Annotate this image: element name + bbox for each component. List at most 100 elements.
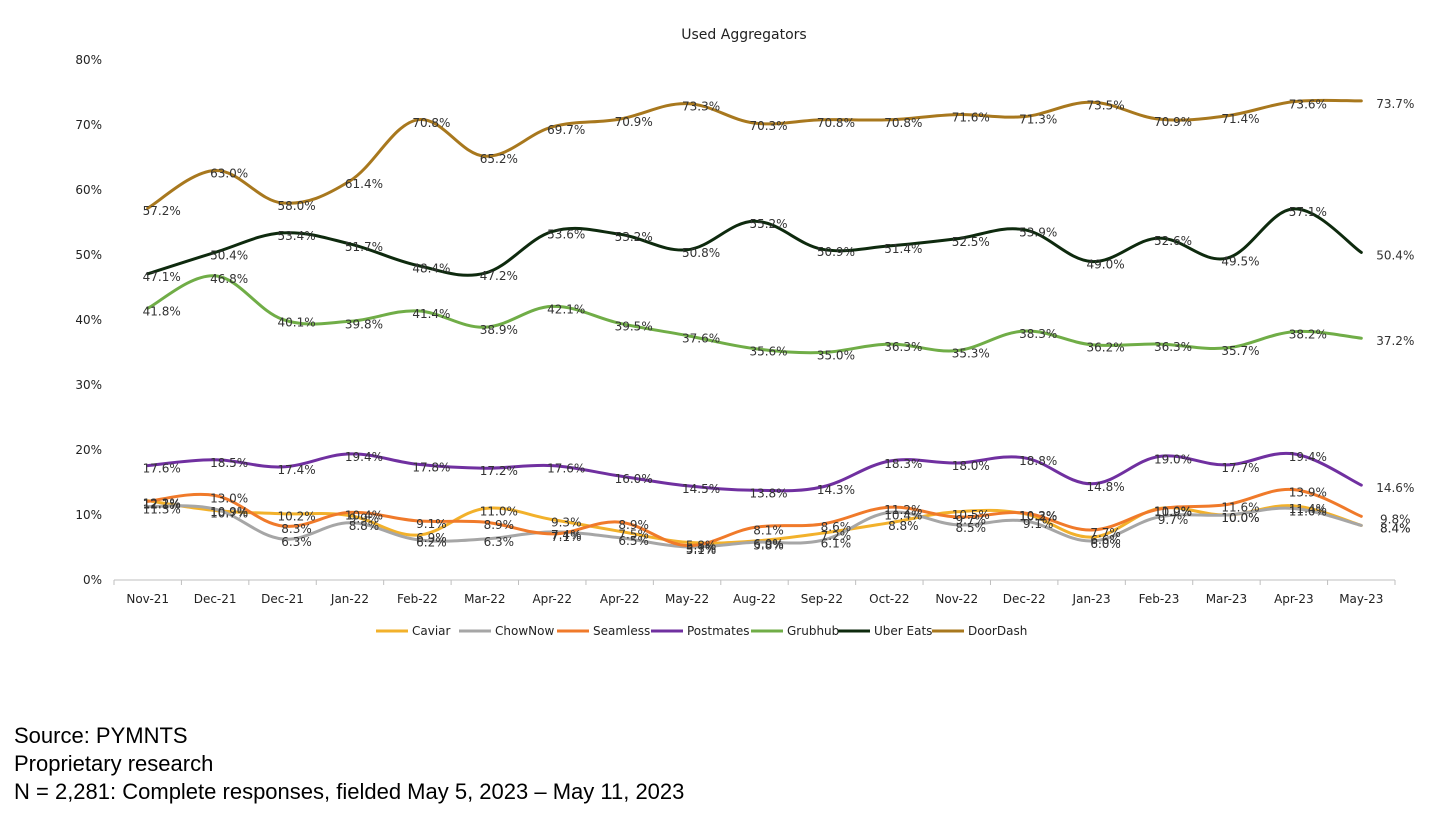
data-label-caviar: 9.9%: [349, 512, 380, 526]
data-label-postmates: 18.0%: [952, 459, 990, 473]
x-tick-label: Sep-22: [801, 592, 843, 606]
data-label-chownow: 10.4%: [884, 508, 922, 522]
data-label-grubhub: 38.9%: [480, 323, 518, 337]
x-tick-label: Nov-22: [935, 592, 978, 606]
x-tick-label: Dec-21: [261, 592, 304, 606]
y-tick-label: 0%: [83, 573, 102, 587]
data-label-postmates: 16.0%: [615, 472, 653, 486]
data-label-caviar: 6.0%: [753, 537, 784, 551]
data-label-doordash: 63.0%: [210, 167, 248, 181]
data-label-grubhub: 39.5%: [615, 319, 653, 333]
data-label-grubhub: 35.6%: [749, 345, 787, 359]
legend-item-uber-eats: Uber Eats: [838, 624, 932, 638]
data-label-seamless: 5.3%: [686, 542, 717, 556]
x-tick-label: Aug-22: [733, 592, 776, 606]
data-label-caviar: 10.7%: [210, 506, 248, 520]
data-label-grubhub: 41.8%: [143, 304, 181, 318]
legend-item-grubhub: Grubhub: [751, 624, 839, 638]
line-chart: Used Aggregators 0% 10% 20% 30% 40% 50% 60% 70%…: [75, 27, 1414, 638]
data-label-uber-eats: 47.1%: [143, 270, 181, 284]
data-label-postmates: 17.7%: [1221, 461, 1259, 475]
data-label-doordash: 70.8%: [412, 116, 450, 130]
data-label-doordash: 70.8%: [817, 116, 855, 130]
data-label-seamless: 8.6%: [821, 520, 852, 534]
x-tick-label: Jan-22: [330, 592, 369, 606]
legend-item-seamless: Seamless: [557, 624, 650, 638]
data-label-grubhub: 39.8%: [345, 317, 383, 331]
x-tick-label: May-23: [1339, 592, 1383, 606]
data-label-caviar: 11.0%: [480, 505, 518, 519]
legend-item-chownow: ChowNow: [459, 624, 554, 638]
data-label-chownow: 8.8%: [349, 519, 380, 533]
y-tick-label: 60%: [75, 183, 102, 197]
data-label-seamless: 7.7%: [1090, 526, 1121, 540]
data-label-doordash: 70.8%: [884, 116, 922, 130]
data-label-grubhub: 36.3%: [1154, 340, 1192, 354]
data-label-postmates: 14.8%: [1087, 480, 1125, 494]
data-label-uber-eats: 50.4%: [1376, 248, 1414, 262]
data-label-uber-eats: 50.8%: [682, 246, 720, 260]
series-line-chownow: [146, 504, 1363, 549]
data-label-grubhub: 40.1%: [277, 315, 315, 329]
legend-label: Grubhub: [787, 624, 839, 638]
y-tick-label: 50%: [75, 248, 102, 262]
data-label-caviar: 8.8%: [888, 519, 919, 533]
data-label-seamless: 13.0%: [210, 492, 248, 506]
x-tick-label: Apr-22: [600, 592, 640, 606]
source-line-1: Source: PYMNTS: [14, 723, 188, 748]
data-label-postmates: 19.4%: [1289, 450, 1327, 464]
data-label-uber-eats: 57.1%: [1289, 205, 1327, 219]
data-label-grubhub: 36.3%: [884, 340, 922, 354]
data-label-seamless: 9.1%: [416, 517, 447, 531]
legend-label: Postmates: [687, 624, 750, 638]
data-label-seamless: 8.9%: [484, 518, 515, 532]
data-label-uber-eats: 51.7%: [345, 240, 383, 254]
data-label-grubhub: 46.8%: [210, 272, 248, 286]
series-line-doordash: [146, 98, 1363, 210]
data-label-uber-eats: 52.6%: [1154, 234, 1192, 248]
data-label-uber-eats: 53.2%: [615, 230, 653, 244]
legend-label: ChowNow: [495, 624, 554, 638]
data-label-chownow: 6.3%: [484, 535, 515, 549]
y-tick-label: 70%: [75, 118, 102, 132]
data-label-chownow: 5.1%: [686, 543, 717, 557]
data-label-caviar: 6.6%: [1090, 533, 1121, 547]
data-label-seamless: 7.1%: [551, 530, 582, 544]
y-tick-label: 10%: [75, 508, 102, 522]
data-label-doordash: 71.3%: [1019, 113, 1057, 127]
x-tick-label: Dec-22: [1003, 592, 1046, 606]
data-label-doordash: 71.4%: [1221, 112, 1259, 126]
x-tick-label: Feb-23: [1139, 592, 1180, 606]
data-label-chownow: 7.4%: [551, 528, 582, 542]
source-line-2: Proprietary research: [14, 751, 214, 776]
legend-label: DoorDash: [968, 624, 1027, 638]
data-label-doordash: 70.3%: [749, 119, 787, 133]
data-label-caviar: 10.0%: [1221, 511, 1259, 525]
data-label-doordash: 57.2%: [143, 204, 181, 218]
data-label-grubhub: 35.0%: [817, 349, 855, 363]
data-label-grubhub: 41.4%: [412, 307, 450, 321]
data-label-caviar: 9.3%: [551, 516, 582, 530]
data-label-chownow: 5.8%: [753, 538, 784, 552]
data-label-grubhub: 38.2%: [1289, 328, 1327, 342]
x-tick-label: Dec-21: [194, 592, 237, 606]
data-label-chownow: 6.3%: [281, 535, 312, 549]
data-label-postmates: 18.3%: [884, 457, 922, 471]
data-label-seamless: 12.1%: [143, 497, 181, 511]
x-tick-label: Nov-21: [126, 592, 169, 606]
data-label-uber-eats: 53.6%: [547, 228, 585, 242]
data-label-doordash: 70.9%: [615, 115, 653, 129]
series-line-postmates: [146, 451, 1363, 493]
data-label-postmates: 14.5%: [682, 482, 720, 496]
data-label-seamless: 10.3%: [1019, 509, 1057, 523]
data-label-chownow: 6.5%: [618, 534, 649, 548]
data-label-postmates: 18.8%: [1019, 454, 1057, 468]
data-label-seamless: 9.8%: [1380, 512, 1411, 526]
data-label-grubhub: 37.6%: [682, 332, 720, 346]
data-label-chownow: 6.0%: [1090, 537, 1121, 551]
legend: Caviar ChowNow Seamless Postmates Grubhub Ube…: [376, 624, 1027, 638]
data-label-postmates: 19.0%: [1154, 453, 1192, 467]
data-label-caviar: 7.5%: [618, 527, 649, 541]
data-label-grubhub: 36.2%: [1087, 341, 1125, 355]
legend-item-caviar: Caviar: [376, 624, 451, 638]
